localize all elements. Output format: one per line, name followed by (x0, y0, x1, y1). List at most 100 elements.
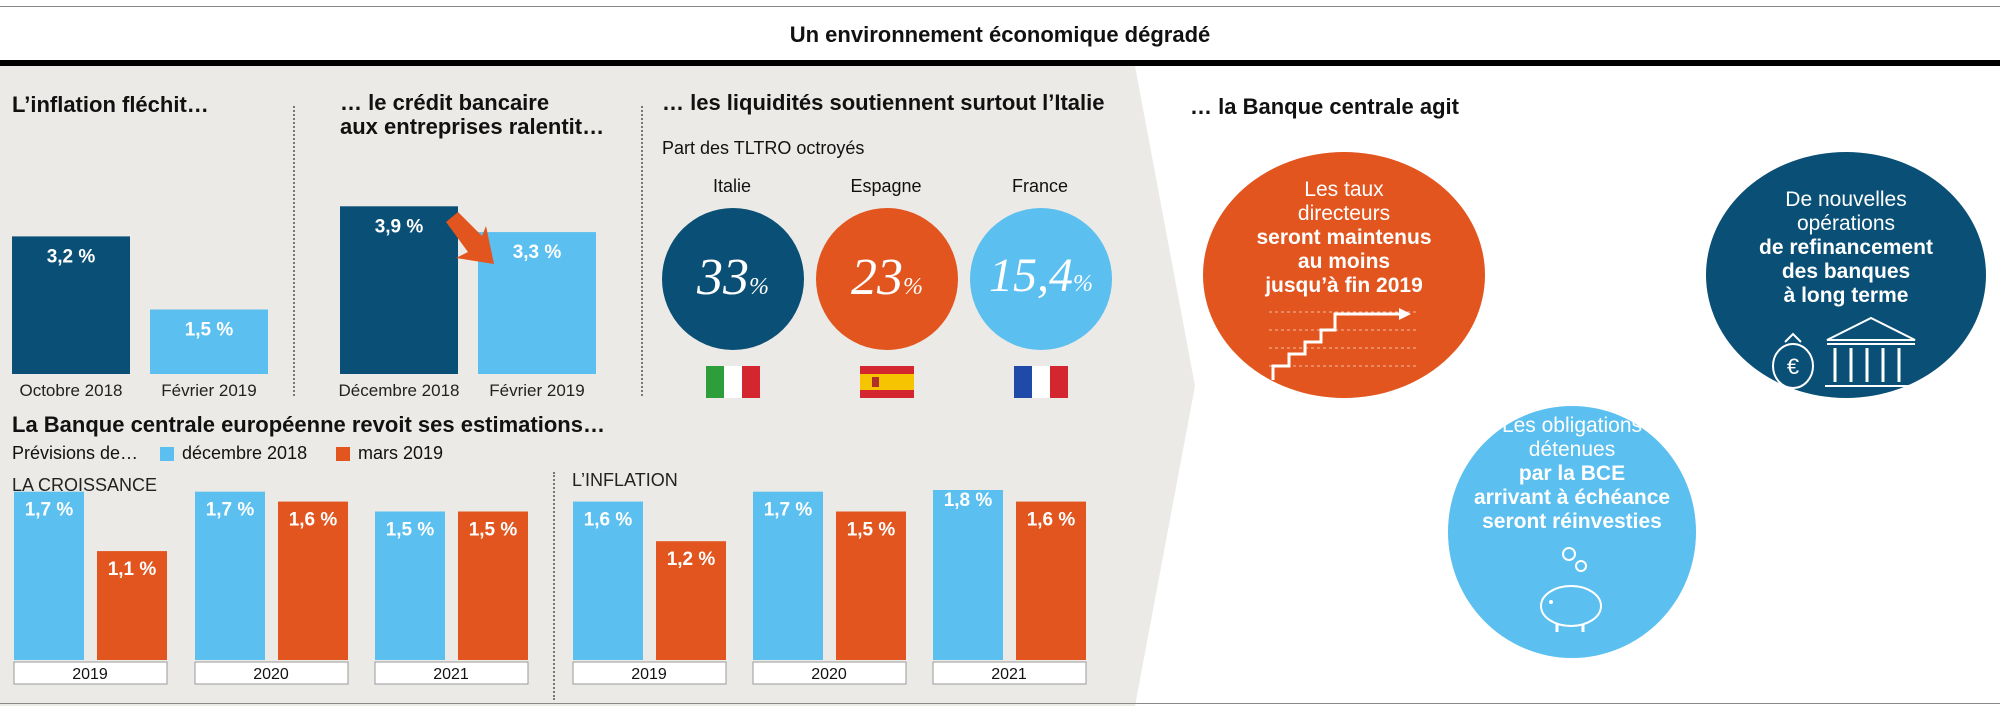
bar (150, 309, 268, 374)
forecast-bar-charts: 1,7 % 1,1 % 2019 1,7 % 1,6 % 2020 1,5 % 1,5 % 20… (13, 490, 1087, 685)
bar-value-label: 1,6 % (1027, 510, 1076, 531)
spain-flag-icon (860, 366, 914, 398)
france-circle: 15,4% (970, 208, 1112, 350)
bar (97, 551, 167, 660)
bubble-bold: arrivant à échéance (1473, 486, 1671, 509)
bubble-line: détenues (1528, 438, 1616, 461)
bar-value-label: 3,9 % (375, 216, 424, 237)
piggy-bank-icon (1540, 547, 1602, 632)
bubble-bold: jusqu’à fin 2019 (1265, 274, 1423, 297)
credit-heading-line1: … le crédit bancaire (340, 90, 550, 115)
bar-value-label: 1,7 % (764, 500, 813, 521)
bubble-line: Les obligations (1501, 414, 1643, 437)
value: 23 (851, 249, 903, 306)
bar-value-label: 1,6 % (289, 510, 338, 531)
category-box (932, 661, 1087, 685)
category-label: Décembre 2018 (339, 381, 460, 400)
bar-value-label: 3,3 % (513, 242, 562, 263)
category-box (374, 661, 529, 685)
legend-prefix: Prévisions de… (12, 443, 139, 463)
bar (573, 501, 643, 660)
bubble-bold: des banques (1781, 260, 1911, 283)
country-name: Espagne (850, 176, 922, 196)
bar-value-label: 1,5 % (847, 520, 896, 541)
category-box (194, 661, 349, 685)
page-title: Un environnement économique dégradé (789, 22, 1211, 47)
category-box (572, 661, 727, 685)
divider (293, 106, 295, 396)
bar (753, 491, 823, 660)
credit-heading-line2: aux entreprises ralentit… (340, 114, 605, 139)
legend-swatch-march (336, 447, 350, 461)
category-box (13, 661, 168, 685)
title-rule (0, 60, 2000, 66)
inflation-label: L’INFLATION (572, 470, 678, 490)
category-label: 2019 (631, 666, 667, 683)
bar-value-label: 1,5 % (185, 320, 234, 341)
bottom-rule (0, 703, 2000, 704)
liquidity-heading: … les liquidités soutiennent surtout l’I… (662, 90, 1105, 115)
category-label: 2019 (72, 666, 108, 683)
bar-value-label: 3,2 % (47, 246, 96, 267)
bar-value-label: 1,6 % (584, 510, 633, 531)
bar (12, 236, 130, 374)
top-rule (0, 6, 2000, 7)
growth-label: LA CROISSANCE (12, 475, 158, 495)
svg-text:€: € (1787, 354, 1799, 379)
bar (656, 541, 726, 660)
bubble-refinancing: De nouvelles opérations de refinancement… (1706, 152, 1986, 398)
category-label: Octobre 2018 (19, 381, 122, 400)
legend-march: mars 2019 (358, 443, 444, 463)
bar-value-label: 1,7 % (25, 500, 74, 521)
value: 33 (697, 249, 749, 306)
category-label: 2021 (991, 666, 1027, 683)
bubble-bold: au moins (1297, 250, 1391, 273)
category-label: Février 2019 (489, 381, 584, 400)
category-label: 2020 (253, 666, 289, 683)
bar-value-label: 1,5 % (469, 520, 518, 541)
bubble-line: directeurs (1297, 202, 1391, 225)
unit: % (749, 274, 769, 300)
bar (478, 232, 596, 374)
category-label: Février 2019 (161, 381, 256, 400)
category-box (752, 661, 907, 685)
bank-icon: € (1772, 316, 1917, 389)
france-flag-icon (1014, 366, 1068, 398)
bar (375, 511, 445, 660)
bubble-bold: seront réinvesties (1482, 510, 1662, 533)
bar (278, 501, 348, 660)
bar (458, 511, 528, 660)
bar-value-label: 1,8 % (944, 490, 993, 511)
stairs-icon (1269, 308, 1419, 380)
bubble-bold: seront maintenus (1256, 226, 1432, 249)
inflation-heading: L’inflation fléchit… (12, 92, 209, 117)
italy-circle: 33% (662, 208, 804, 350)
bar (340, 206, 458, 374)
bubble-line: Les taux (1304, 178, 1384, 201)
unit: % (1073, 271, 1093, 297)
legend-december: décembre 2018 (182, 443, 308, 463)
bar-value-label: 1,1 % (108, 559, 157, 580)
bar (1016, 501, 1086, 660)
value: 15,4 (989, 249, 1073, 302)
legend-swatch-december (160, 447, 174, 461)
bubble-rates: Les taux directeurs seront maintenus au … (1203, 152, 1485, 398)
bubble-line: opérations (1796, 212, 1896, 235)
country-name: Italie (712, 176, 752, 196)
down-arrow-icon (446, 212, 494, 264)
bubble-bold: à long terme (1783, 284, 1909, 307)
bubble-bold: de refinancement (1759, 236, 1933, 259)
bar (195, 491, 265, 660)
bce-heading: … la Banque centrale agit (1190, 94, 1459, 119)
forecast-heading: La Banque centrale européenne revoit ses… (12, 412, 605, 437)
liquidity-subtitle: Part des TLTRO octroyés (662, 138, 865, 158)
bubble-bonds: Les obligations détenues par la BCE arri… (1448, 406, 1696, 658)
bubble-line: De nouvelles (1785, 188, 1907, 211)
bar-value-label: 1,2 % (667, 549, 716, 570)
bubble-bold: par la BCE (1518, 462, 1626, 485)
unit: % (903, 274, 923, 300)
bar (933, 490, 1003, 660)
category-label: 2021 (433, 666, 469, 683)
top-bar-charts: 3,2 % Octobre 2018 1,5 % Février 2019 3,9 % D… (12, 206, 596, 400)
bar (836, 511, 906, 660)
